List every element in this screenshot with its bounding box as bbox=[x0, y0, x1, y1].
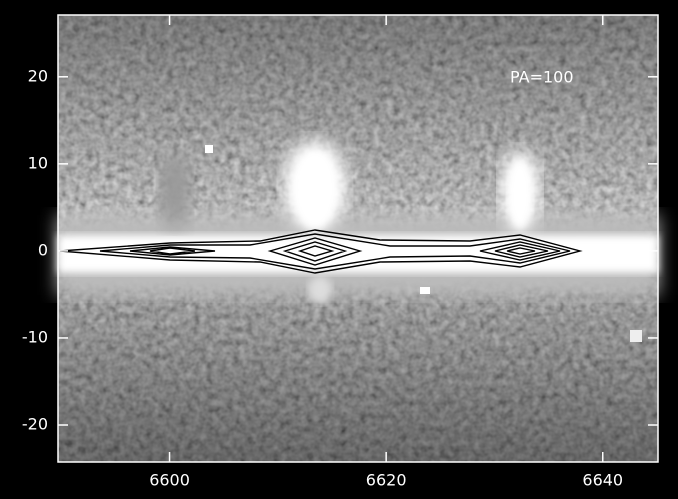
y-tick-label: 20 bbox=[28, 66, 48, 85]
chart: PA=100 6600 6620 6640 -20 -10 0 10 20 bbox=[0, 0, 678, 499]
y-tick-label: -20 bbox=[22, 415, 48, 434]
y-tick-label: 0 bbox=[38, 240, 48, 259]
annotation: PA=100 bbox=[510, 68, 574, 87]
y-tick-label: -10 bbox=[22, 327, 48, 346]
y-tick-label: 10 bbox=[28, 153, 48, 172]
x-tick-label: 6600 bbox=[149, 471, 190, 490]
x-tick-label: 6640 bbox=[582, 471, 623, 490]
x-tick-label: 6620 bbox=[366, 471, 407, 490]
page: PA=100 660066206640-20-1001020 (() => { … bbox=[0, 0, 678, 499]
